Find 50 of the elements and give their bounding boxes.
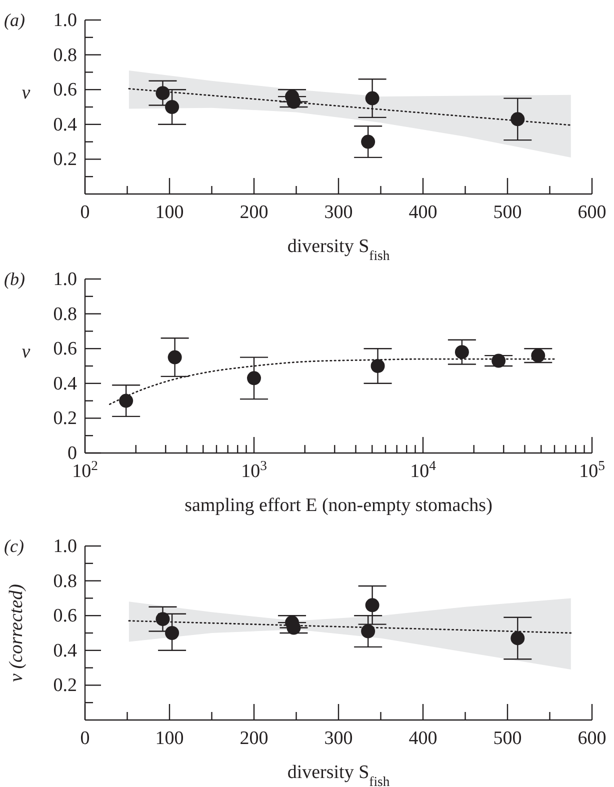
point <box>510 112 525 126</box>
x-tick-label: 300 <box>324 202 353 223</box>
point <box>156 86 170 100</box>
point <box>156 612 170 626</box>
y-tick-label: 0.4 <box>53 640 78 662</box>
y-tick-label: 0.2 <box>53 408 77 430</box>
x-tick-label: 300 <box>324 728 353 749</box>
point <box>165 100 180 114</box>
y-tick-label: 0 <box>68 443 77 464</box>
y-tick-label: 0.6 <box>53 338 77 360</box>
chart-title: (c) <box>4 536 24 556</box>
y-axis-title: v <box>22 82 31 104</box>
chart-title: (a) <box>4 10 25 30</box>
y-tick-label: 0.4 <box>53 373 78 394</box>
chart-title: (b) <box>4 269 25 289</box>
point <box>510 631 525 646</box>
x-axis-title: diversity S$_{fish}$ <box>287 236 390 262</box>
y-tick-label: 0.6 <box>53 80 77 101</box>
y-axis-title: v (corrected) <box>6 584 27 682</box>
x-tick-label: 500 <box>493 728 522 749</box>
x-tick-label: 400 <box>408 202 438 223</box>
x-tick-label: 600 <box>578 202 606 223</box>
y-tick-label: 0.8 <box>53 304 77 325</box>
y-tick-label: 0.4 <box>53 114 78 136</box>
x-tick-label: 10$^{3}$ <box>241 458 268 482</box>
y-axis-title: v <box>22 341 31 362</box>
y-tick-label: 1.0 <box>53 10 77 31</box>
x-tick-label: 10$^{4}$ <box>410 458 436 482</box>
x-tick-label: 600 <box>578 728 606 749</box>
x-tick-label: 10$^{5}$ <box>579 458 606 482</box>
y-tick-label: 1.0 <box>53 269 77 290</box>
x-tick-label: 100 <box>155 202 184 223</box>
point <box>361 624 376 638</box>
y-tick-label: 1.0 <box>53 536 77 557</box>
x-tick-label: 500 <box>493 202 522 223</box>
x-tick-label: 200 <box>240 202 268 223</box>
y-tick-label: 0.8 <box>53 44 77 66</box>
x-tick-label: 400 <box>408 728 438 749</box>
y-tick-label: 0.2 <box>53 675 77 696</box>
x-tick-label: 200 <box>240 728 268 749</box>
point <box>365 598 380 612</box>
point <box>365 91 380 106</box>
point <box>165 626 180 640</box>
y-tick-label: 0.8 <box>53 570 77 592</box>
y-tick-label: 0.2 <box>53 149 77 170</box>
x-axis-title: sampling effort E (non-empty stomachs) <box>184 495 492 516</box>
point <box>361 134 376 149</box>
x-tick-label: 100 <box>155 728 184 749</box>
y-tick-label: 0.6 <box>53 606 77 627</box>
x-axis-title: diversity S$_{fish}$ <box>287 762 390 787</box>
